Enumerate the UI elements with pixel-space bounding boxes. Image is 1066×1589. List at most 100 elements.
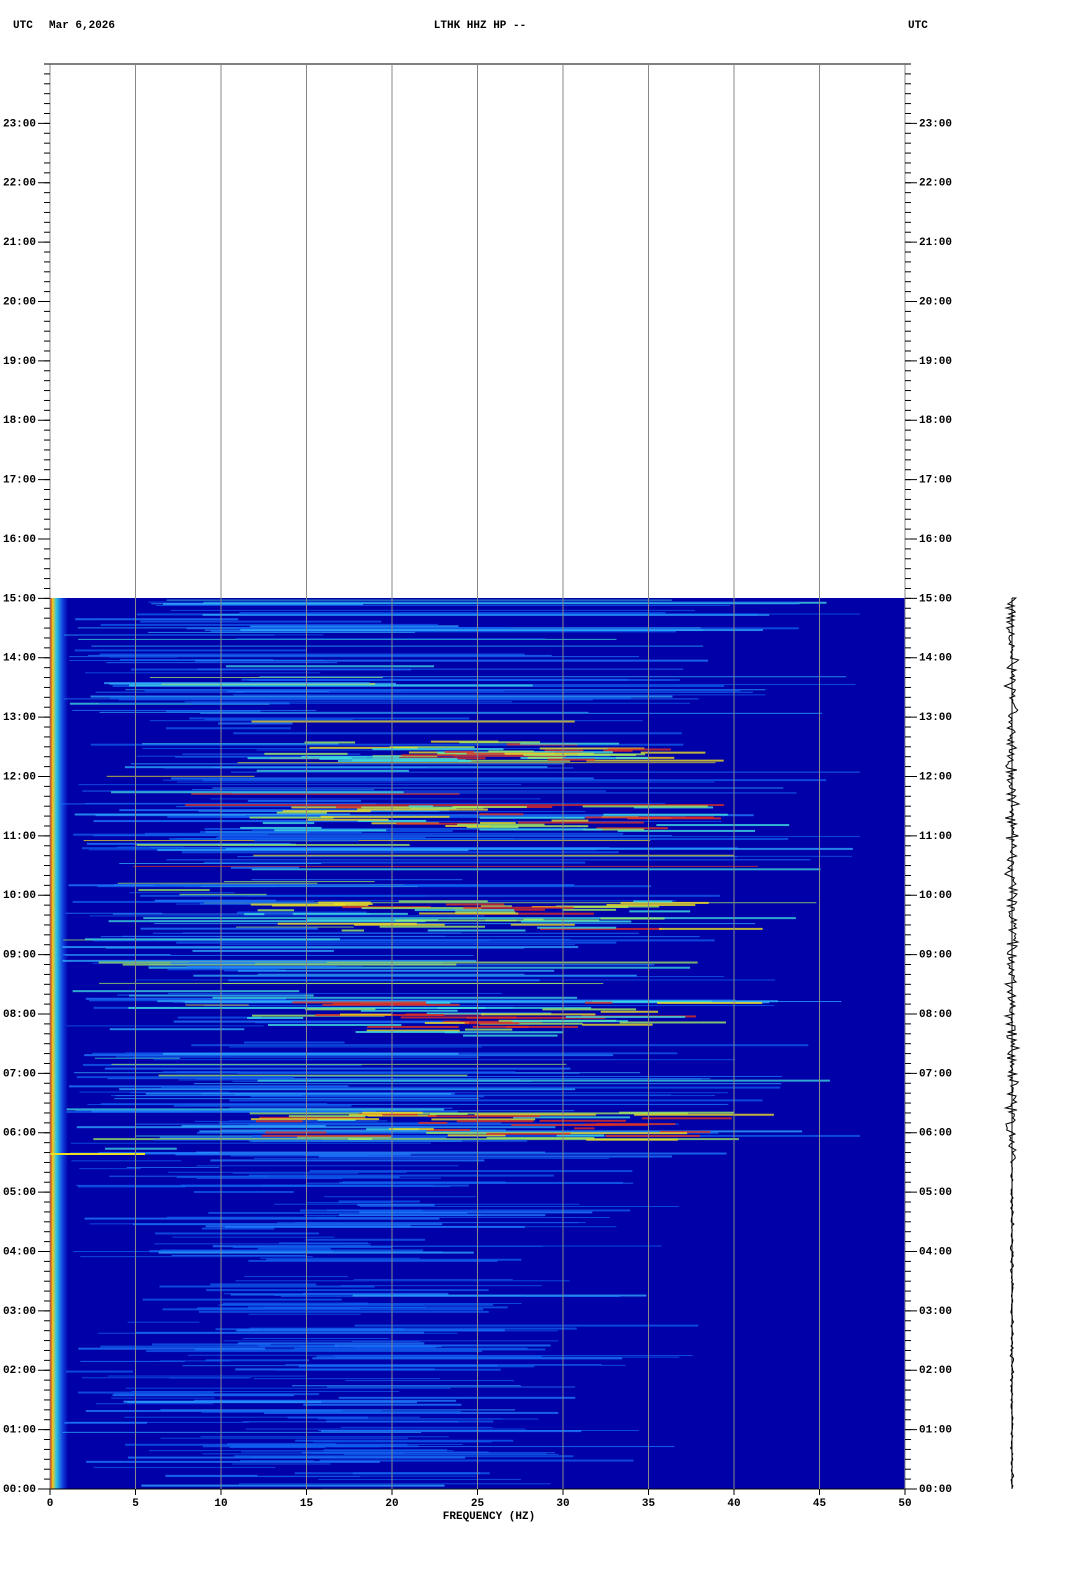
energy-patch [585, 1001, 613, 1004]
spectral-streak [223, 881, 375, 883]
energy-patch [408, 805, 433, 808]
spectral-streak [155, 1232, 320, 1235]
spectral-streak [359, 1206, 679, 1208]
energy-patch [488, 750, 534, 753]
spectral-streak [316, 1355, 542, 1358]
spectral-streak [260, 1257, 420, 1259]
spectral-streak [278, 1242, 369, 1245]
energy-patch [400, 1016, 517, 1019]
spectral-streak [210, 798, 541, 800]
spectral-streak [168, 992, 502, 994]
spectral-streak [82, 790, 606, 792]
energy-patch [250, 903, 346, 906]
spectral-streak [193, 974, 637, 977]
spectral-streak [171, 777, 594, 780]
spectral-streak [295, 1439, 514, 1442]
energy-patch [585, 816, 714, 819]
spectral-streak [146, 1350, 483, 1353]
spectral-streak [114, 1393, 319, 1396]
energy-patch [464, 1028, 513, 1031]
energy-patch [265, 1131, 327, 1134]
spectral-streak [229, 1046, 483, 1048]
x-axis-label: FREQUENCY (HZ) [443, 1511, 535, 1523]
spectral-streak [122, 963, 457, 966]
y-tick-label-right: 22:00 [919, 178, 952, 190]
spectral-streak [158, 1251, 474, 1254]
spectral-streak [203, 861, 586, 864]
energy-patch [620, 901, 709, 904]
spectral-streak [194, 1083, 782, 1085]
energy-patch [414, 909, 515, 912]
spectral-streak [250, 855, 852, 857]
energy-patch [427, 929, 526, 932]
spectral-streak [74, 649, 307, 652]
energy-patch [333, 903, 373, 906]
y-tick-label-left: 13:00 [3, 712, 36, 724]
energy-patch [640, 751, 706, 754]
spectral-streak [237, 1342, 425, 1345]
spectral-streak [140, 894, 720, 897]
spectral-streak [76, 1076, 295, 1079]
spectral-streak [236, 626, 511, 629]
energy-patch [486, 1137, 595, 1140]
spectral-streak [354, 1324, 699, 1327]
spectral-streak [87, 1104, 724, 1106]
spectral-streak [242, 1421, 459, 1423]
spectral-streak [177, 1016, 262, 1019]
energy-patch [479, 813, 524, 816]
spectral-streak [306, 1177, 441, 1179]
spectral-streak [93, 1466, 276, 1468]
spectral-streak [166, 1216, 337, 1219]
spectral-streak [160, 1249, 424, 1252]
energy-patch [542, 1008, 637, 1011]
spectral-streak [79, 1168, 141, 1170]
spectral-streak [62, 959, 477, 962]
energy-patch [472, 1025, 529, 1028]
spectral-streak [125, 1443, 408, 1446]
spectral-streak [72, 709, 317, 711]
energy-patch [600, 1010, 659, 1013]
spectral-streak [85, 672, 321, 674]
y-tick-label-left: 10:00 [3, 890, 36, 902]
energy-patch [452, 806, 527, 809]
energy-patch [562, 1132, 688, 1135]
energy-patch [459, 741, 541, 744]
energy-patch [619, 1021, 726, 1024]
energy-patch [547, 758, 596, 761]
energy-patch [582, 1023, 653, 1026]
time-zone-left: UTC [13, 20, 33, 32]
spectral-streak [249, 1140, 462, 1142]
y-tick-label-right: 09:00 [919, 950, 952, 962]
spectral-streak [150, 847, 610, 849]
energy-patch [240, 826, 322, 829]
spectral-streak [91, 1110, 377, 1113]
y-tick-label-left: 11:00 [3, 831, 36, 843]
spectral-streak [327, 1386, 576, 1388]
energy-patch [360, 1009, 458, 1012]
spectral-streak [114, 1098, 480, 1100]
spectral-streak [83, 840, 651, 842]
spectral-streak [220, 1129, 506, 1131]
spectral-streak [118, 699, 593, 701]
spectral-streak [187, 1354, 477, 1356]
spectral-streak [75, 1184, 434, 1186]
spectral-streak [162, 1308, 484, 1311]
energy-patch [306, 919, 438, 922]
spectral-streak [132, 1056, 479, 1058]
spectral-streak [162, 1071, 516, 1074]
spectral-streak [72, 990, 300, 993]
energy-patch [551, 819, 589, 822]
spectral-streak [65, 1370, 133, 1373]
spectral-streak [76, 1126, 556, 1129]
energy-patch [418, 1121, 448, 1124]
spectral-streak [242, 1337, 389, 1339]
spectral-streak [61, 803, 377, 805]
energy-patch [341, 929, 364, 932]
spectral-streak [193, 1190, 294, 1193]
spectral-streak [235, 638, 546, 640]
spectral-streak [176, 903, 282, 905]
spectral-streak [127, 1321, 200, 1323]
y-tick-label-left: 14:00 [3, 653, 36, 665]
spectral-streak [230, 1155, 392, 1157]
